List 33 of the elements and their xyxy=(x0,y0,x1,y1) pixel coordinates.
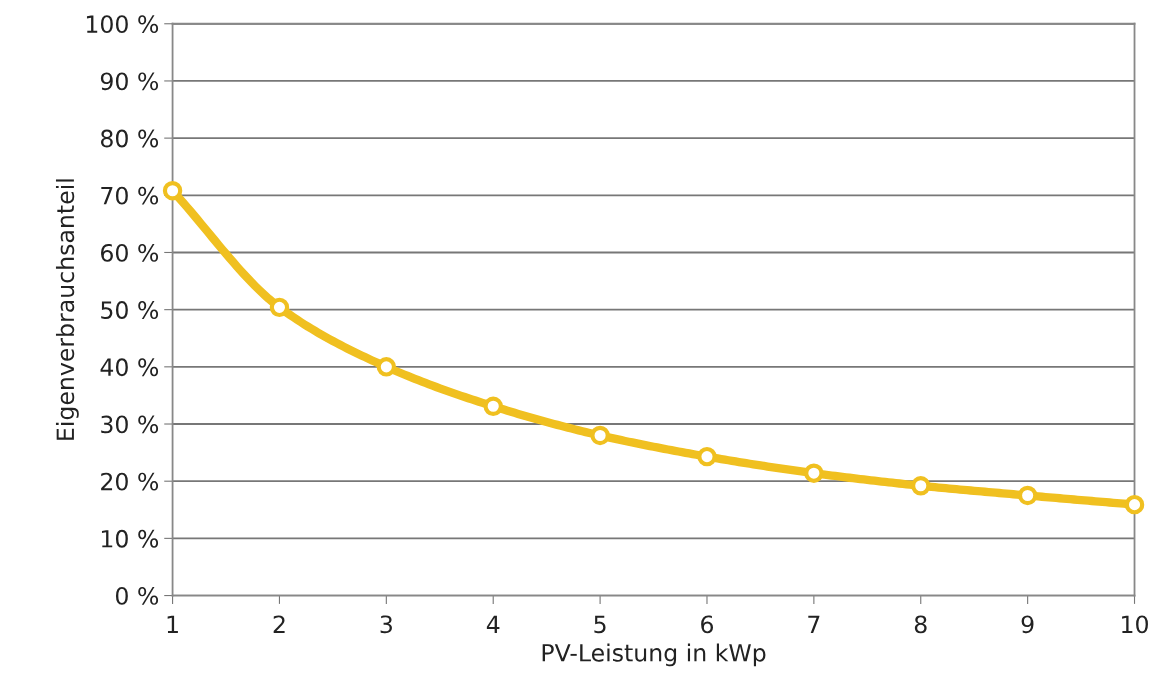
y-tick-label: 70 % xyxy=(101,186,159,205)
y-tick-label: 40 % xyxy=(100,358,159,377)
point xyxy=(1017,485,1038,506)
point xyxy=(590,425,610,446)
y-tick-label: 0 % xyxy=(115,586,159,605)
point xyxy=(483,396,503,417)
x-axis-title: PV-Leistung in kWp xyxy=(542,643,766,667)
y-tick-label: 10 % xyxy=(101,529,159,548)
y-tick-label: 100 % xyxy=(86,15,159,34)
y-tick-label: 90 % xyxy=(100,72,159,91)
x-tick-label: 1 xyxy=(167,615,178,633)
x-tick-label: 5 xyxy=(594,615,606,634)
x-tick-label: 4 xyxy=(486,615,500,633)
y-axis-title: Eigenverbrauchsanteil xyxy=(55,179,79,440)
point xyxy=(162,181,183,201)
x-tick-label: 9 xyxy=(1021,615,1034,634)
point xyxy=(1124,494,1145,515)
y-tick-label: 80 % xyxy=(100,129,159,148)
point xyxy=(911,476,931,496)
y-tick-label: 60 % xyxy=(101,243,159,262)
y-tick-label: 50 % xyxy=(101,301,159,319)
x-tick-label: 7 xyxy=(808,615,820,633)
x-tick-label: 6 xyxy=(701,615,714,634)
point xyxy=(804,463,824,483)
point xyxy=(269,297,290,318)
y-tick-label: 30 % xyxy=(101,415,159,434)
x-tick-label: 2 xyxy=(273,615,285,633)
point xyxy=(697,446,717,467)
x-tick-label: 3 xyxy=(380,615,392,634)
x-tick-label: 10 xyxy=(1122,615,1148,634)
point xyxy=(376,357,397,377)
y-tick-label: 20 % xyxy=(101,472,159,491)
x-tick-label: 8 xyxy=(914,615,927,634)
